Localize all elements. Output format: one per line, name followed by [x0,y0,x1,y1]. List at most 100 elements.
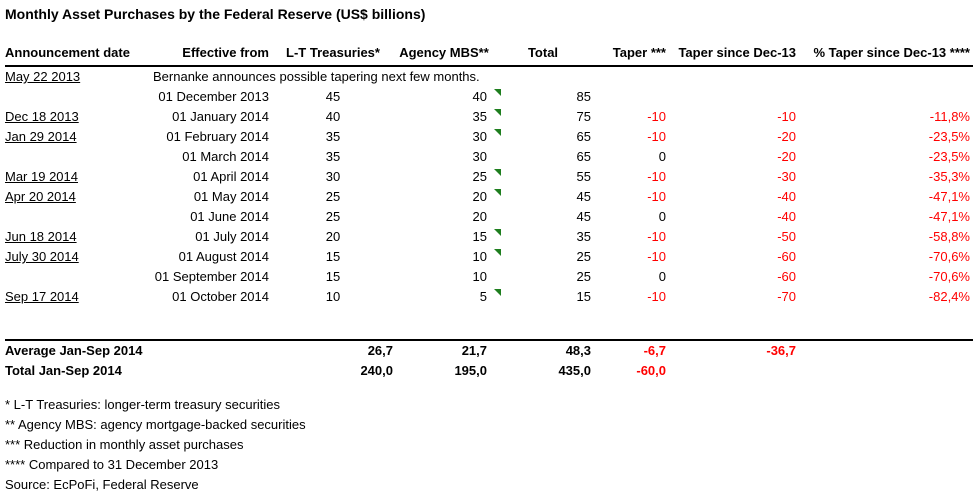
table-row: 01 December 2013 45 40 85 [5,87,973,107]
announcement-date-link[interactable]: Mar 19 2014 [5,169,78,184]
cell-taper_since: -50 [777,229,796,244]
summary-body: Average Jan-Sep 2014 26,7 21,7 48,3 -6,7 -36,… [5,339,973,381]
footnote-4: **** Compared to 31 December 2013 [5,457,219,472]
cell-lt: 30 [325,169,341,184]
cell-note-indicator-icon [494,129,501,136]
cell-mbs: 10 [472,269,487,284]
cell-lt: 25 [325,189,341,204]
cell-total: 65 [576,129,591,144]
cell-note-indicator-icon [494,229,501,236]
cell-note-indicator-icon [494,89,501,96]
cell-taper_since: -40 [777,209,796,224]
cell-taper_since: -30 [777,169,796,184]
cell-taper: 0 [658,269,666,284]
summary-cell-pct [798,361,973,381]
summary-cell-lt: 26,7 [271,339,395,361]
cell-taper: -10 [647,229,666,244]
summary-cell-taper_since: -36,7 [668,339,798,361]
summary-cell-total: 435,0 [558,363,591,378]
cell-note-indicator-icon [494,109,501,116]
table-row: Jan 29 2014 01 February 2014 35 30 65 -10 -20 -… [5,127,973,147]
cell-mbs: 40 [395,87,501,107]
cell-taper: -10 [647,129,666,144]
cell-total: 75 [576,109,591,124]
column-header-5: Total [493,44,593,67]
cell-effective: 01 May 2014 [193,189,269,204]
cell-effective: 01 October 2014 [172,289,269,304]
cell-total: 45 [576,209,591,224]
announcement-date-link[interactable]: Sep 17 2014 [5,289,79,304]
cell-announcement: Dec 18 2013 [5,107,151,127]
announcement-note: Bernanke announces possible tapering nex… [153,69,480,84]
cell-note-indicator-icon [494,169,501,176]
cell-mbs: 30 [472,149,487,164]
cell-lt: 20 [325,229,341,244]
announcement-date-link[interactable]: Jun 18 2014 [5,229,77,244]
cell-taper_since: -70 [777,289,796,304]
page-title: Monthly Asset Purchases by the Federal R… [5,6,426,22]
cell-pct: -70,6% [928,269,970,284]
announcement-date-link[interactable]: Dec 18 2013 [5,109,79,124]
cell-mbs: 15 [395,227,501,247]
table-row: 01 June 2014 25 20 45 0 -40 -47,1% [5,207,973,227]
cell-announcement: Sep 17 2014 [5,287,151,307]
cell-pct [798,87,973,107]
table-row: Apr 20 2014 01 May 2014 25 20 45 -10 -40 -47,1% [5,187,973,207]
cell-taper: -10 [647,289,666,304]
footnotes: * L-T Treasuries: longer-term treasury s… [5,395,975,475]
table-body: May 22 2013 Bernanke announces possible t… [5,66,973,340]
announcement-date-link[interactable]: Jan 29 2014 [5,129,77,144]
announcement-date-link[interactable]: Apr 20 2014 [5,189,76,204]
cell-effective: 01 September 2014 [154,269,269,284]
spacer-row [5,307,973,340]
cell-total: 65 [576,149,591,164]
source-line: Source: EcPoFi, Federal Reserve [5,477,199,492]
table-row: Dec 18 2013 01 January 2014 40 35 75 -10 -10 -1… [5,107,973,127]
footnote-2: ** Agency MBS: agency mortgage-backed se… [5,417,306,432]
cell-announcement [5,207,151,227]
cell-mbs: 5 [395,287,501,307]
cell-mbs: 20 [395,187,501,207]
cell-lt: 40 [325,109,341,124]
cell-lt: 15 [325,249,341,264]
column-header-3: L-T Treasuries* [271,44,395,67]
cell-effective: 01 July 2014 [195,229,269,244]
cell-total: 55 [576,169,591,184]
cell-pct: -47,1% [928,189,970,204]
cell-pct: -70,6% [928,249,970,264]
cell-effective: 01 March 2014 [182,149,269,164]
table-row: Sep 17 2014 01 October 2014 10 5 15 -10 -70 -82… [5,287,973,307]
cell-total: 85 [576,89,591,104]
summary-cell-taper: -6,7 [593,339,668,361]
cell-mbs: 25 [395,167,501,187]
cell-lt: 25 [325,209,341,224]
cell-lt: 45 [325,89,341,104]
footnote-1: * L-T Treasuries: longer-term treasury s… [5,397,281,412]
cell-taper [593,87,668,107]
column-header-6: Taper *** [593,44,668,67]
summary-cell-taper: -60,0 [636,363,666,378]
cell-effective: 01 January 2014 [172,109,269,124]
cell-effective: 01 December 2013 [158,89,269,104]
column-header-7: Taper since Dec-13 [668,44,798,67]
cell-total: 25 [576,269,591,284]
cell-taper_since: -60 [777,269,796,284]
summary-cell-taper_since [668,361,798,381]
cell-total: 15 [576,289,591,304]
table-row: Jun 18 2014 01 July 2014 20 15 35 -10 -50 -58,8… [5,227,973,247]
footnote-3: *** Reduction in monthly asset purchases [5,437,244,452]
cell-taper_since: -40 [777,189,796,204]
asset-purchases-table: Announcement date Effective from L-T Treas… [5,44,973,381]
cell-announcement: Mar 19 2014 [5,167,151,187]
summary-cell-total: 48,3 [493,339,593,361]
cell-note-indicator-icon [494,249,501,256]
cell-taper: -10 [647,109,666,124]
column-header-4: Agency MBS** [395,44,493,67]
cell-lt: 35 [325,129,341,144]
announcement-date-link[interactable]: July 30 2014 [5,249,79,264]
cell-effective: 01 February 2014 [166,129,269,144]
announcement-date-link[interactable]: May 22 2013 [5,69,81,84]
cell-announcement: Jan 29 2014 [5,127,151,147]
cell-taper: -10 [647,169,666,184]
cell-total: 45 [576,189,591,204]
